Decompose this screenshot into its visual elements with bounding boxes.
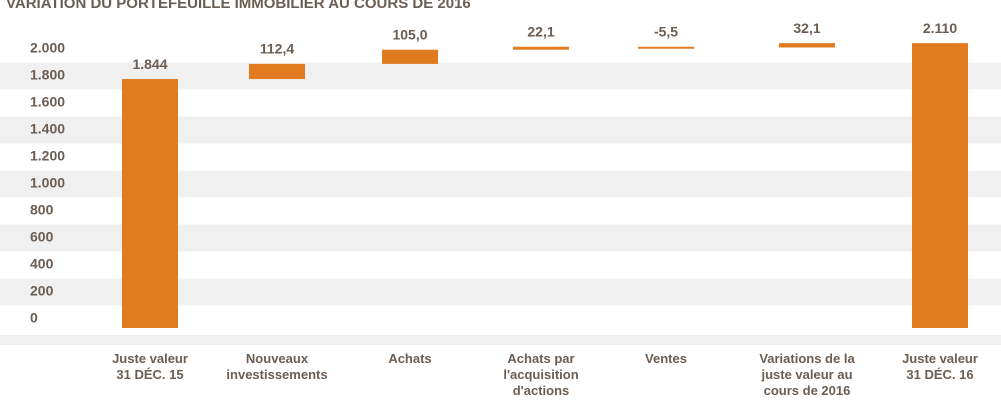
bar <box>382 49 438 64</box>
bar <box>638 46 694 49</box>
x-tick-label: Nouveaux investissements <box>226 351 328 382</box>
y-tick-label: 1.400 <box>30 121 65 137</box>
value-label: 22,1 <box>527 23 554 39</box>
chart-title: VARIATION DU PORTEFEUILLE IMMOBILIER AU … <box>6 0 471 12</box>
y-tick-label: 1.200 <box>30 148 65 164</box>
y-tick-label: 600 <box>30 229 54 245</box>
y-tick-label: 400 <box>30 256 54 272</box>
value-label: -5,5 <box>654 23 678 39</box>
value-label: 2.110 <box>923 20 957 36</box>
x-tick-label: Juste valeur 31 DÉC. 16 <box>902 351 978 382</box>
y-tick-label: 200 <box>30 283 54 299</box>
bar <box>912 43 968 329</box>
y-tick-label: 1.800 <box>30 67 65 83</box>
x-tick-label: Juste valeur 31 DÉC. 15 <box>112 351 188 382</box>
y-tick-label: 1.600 <box>30 94 65 110</box>
bar <box>249 63 305 80</box>
x-tick-label: Ventes <box>645 351 687 366</box>
x-tick-label: Achats par l'acquisition d'actions <box>503 351 579 398</box>
x-tick-label: Achats <box>388 351 432 366</box>
bar <box>779 43 835 48</box>
value-label: 32,1 <box>793 20 820 36</box>
value-label: 112,4 <box>260 41 294 57</box>
value-label: 1.844 <box>132 56 167 72</box>
x-tick-label: Variations de la juste valeur au cours d… <box>759 351 855 398</box>
y-tick-label: 1.000 <box>30 175 65 191</box>
bar <box>513 46 569 50</box>
bottom-band <box>0 335 1001 345</box>
y-tick-label: 2.000 <box>30 40 65 56</box>
y-tick-label: 0 <box>30 310 38 326</box>
value-label: 105,0 <box>392 26 427 42</box>
bar <box>122 79 178 328</box>
y-tick-label: 800 <box>30 202 54 218</box>
